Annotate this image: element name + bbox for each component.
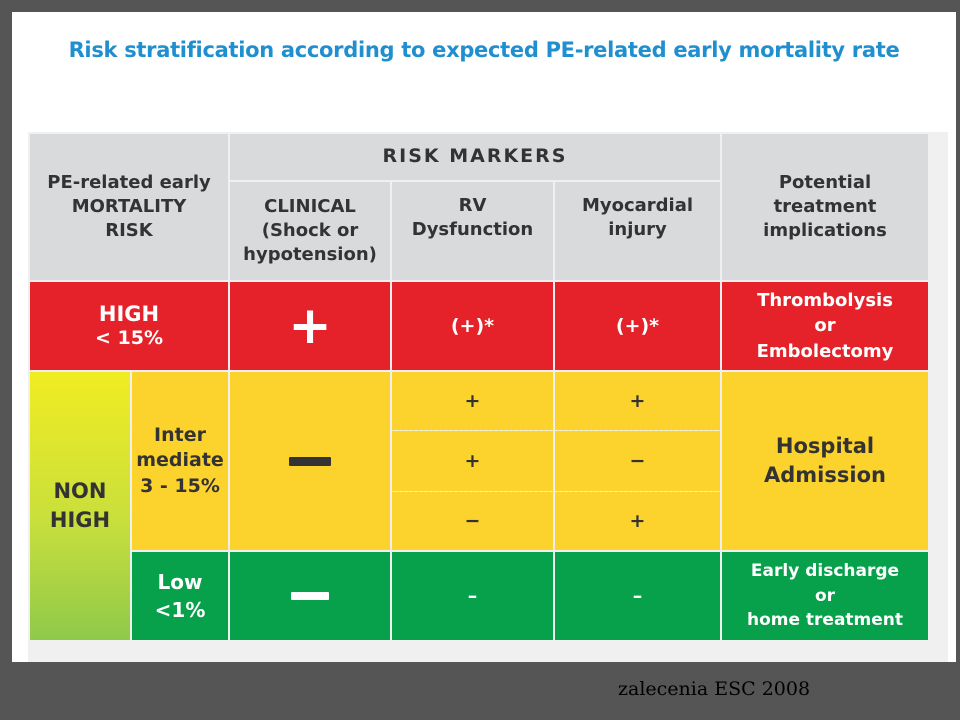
intermediate-myo-3: + [629, 510, 646, 532]
high-myo-text: (+)* [615, 315, 660, 337]
low-line-2: <1% [154, 598, 206, 622]
low-treatment: Early discharge or home treatment [722, 552, 928, 640]
header-clinical-line-3: hypotension) [243, 244, 377, 266]
intermediate-line-1: Inter [154, 423, 206, 446]
header-clinical-line-2: (Shock or [261, 219, 359, 241]
intermediate-row-divider-2 [392, 491, 720, 492]
header-treatment-line-2: treatment [773, 195, 877, 217]
high-clinical-value: + [230, 282, 390, 370]
high-treatment-line-3: Embolectomy [756, 340, 894, 362]
header-myo-line-1: Myocardial [581, 195, 694, 216]
intermediate-clinical-minus-bar [289, 456, 331, 466]
intermediate-myo-1: + [629, 390, 646, 412]
non-high-label: NON HIGH [30, 372, 130, 640]
header-treatment: Potential treatment implications [722, 134, 928, 280]
intermediate-clinical-value: − [230, 372, 390, 550]
intermediate-rv-2: + [464, 450, 481, 472]
intermediate-treatment-line-2: Admission [764, 463, 886, 487]
intermediate-treatment: Hospital Admission [722, 372, 928, 550]
header-rv-line-1: RV [458, 195, 487, 216]
low-treatment-line-3: home treatment [746, 610, 904, 631]
intermediate-rv-row-2: + [392, 431, 553, 491]
low-myo-value: – [555, 552, 720, 640]
intermediate-treatment-line-1: Hospital [775, 433, 875, 458]
low-line-1: Low [157, 570, 203, 594]
high-clinical-sign: + [288, 296, 332, 356]
intermediate-myo-row-2: − [555, 431, 720, 491]
high-label-line-1: HIGH [98, 302, 160, 326]
high-treatment-line-2: or [814, 315, 836, 337]
intermediate-rv-1: + [464, 390, 481, 412]
intermediate-myo-2: − [629, 450, 646, 472]
low-rv-value: – [392, 552, 553, 640]
low-clinical-minus-bar [291, 592, 329, 600]
intermediate-myo-row-3: + [555, 492, 720, 550]
low-myo-text: – [632, 585, 643, 607]
header-mortality-line-2: MORTALITY [71, 195, 187, 217]
header-clinical: CLINICAL (Shock or hypotension) [230, 182, 390, 280]
intermediate-row-divider-1 [392, 430, 720, 431]
non-high-line-1: NON [53, 478, 107, 503]
low-clinical-value: − [230, 552, 390, 640]
slide-title: Risk stratification according to expecte… [68, 38, 900, 62]
high-risk-label: HIGH < 15% [30, 282, 228, 370]
intermediate-rv-row-3: − [392, 492, 553, 550]
high-rv-value: (+)* [392, 282, 553, 370]
intermediate-line-2: mediate [136, 449, 224, 472]
low-treatment-line-1: Early discharge [750, 561, 900, 582]
header-treatment-line-1: Potential [778, 171, 872, 193]
low-rv-text: – [467, 585, 478, 607]
slide: Risk stratification according to expecte… [12, 12, 956, 662]
low-treatment-line-2: or [814, 585, 836, 606]
intermediate-label: Inter mediate 3 - 15% [132, 372, 228, 550]
non-high-line-2: HIGH [49, 508, 111, 532]
intermediate-rv-row-1: + [392, 372, 553, 430]
risk-table: PE-related early MORTALITY RISK RISK MAR… [28, 132, 948, 662]
intermediate-rv-3: − [464, 510, 481, 532]
header-risk-markers: RISK MARKERS [230, 134, 720, 180]
high-myo-value: (+)* [555, 282, 720, 370]
intermediate-line-3: 3 - 15% [140, 474, 220, 497]
header-rv-dysfunction: RV Dysfunction [392, 182, 553, 280]
high-rv-text: (+)* [450, 315, 495, 337]
header-mortality-risk: PE-related early MORTALITY RISK [30, 134, 228, 280]
header-rv-line-2: Dysfunction [411, 219, 534, 241]
intermediate-myo-row-1: + [555, 372, 720, 430]
high-treatment-line-1: Thrombolysis [757, 290, 893, 312]
header-myo-line-2: injury [608, 219, 667, 241]
header-myocardial-injury: Myocardial injury [555, 182, 720, 280]
source-caption: zalecenia ESC 2008 [618, 678, 811, 700]
high-label-line-2: < 15% [94, 327, 163, 350]
header-risk-markers-label: RISK MARKERS [382, 145, 568, 168]
header-mortality-line-3: RISK [105, 220, 153, 242]
high-treatment: Thrombolysis or Embolectomy [722, 282, 928, 370]
low-label: Low <1% [132, 552, 228, 640]
header-clinical-line-1: CLINICAL [264, 195, 356, 217]
header-treatment-line-3: implications [763, 220, 887, 242]
header-mortality-line-1: PE-related early [47, 171, 211, 193]
